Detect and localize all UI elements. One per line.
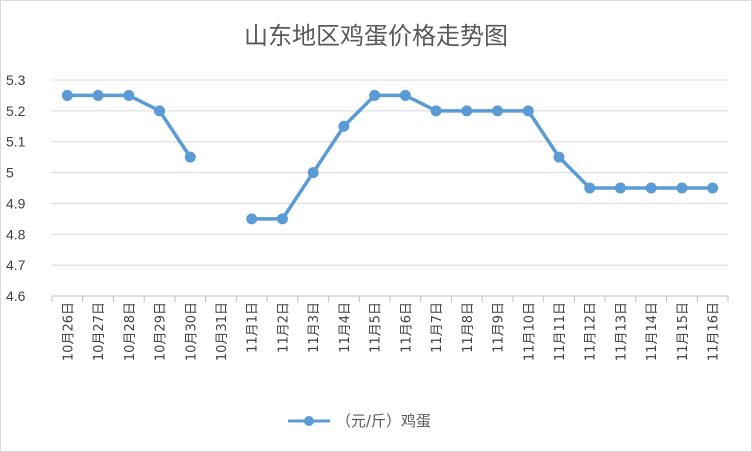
y-tick-label: 5.1 [6,134,26,150]
x-tick-label: 10月29日 [154,302,169,361]
y-tick-label: 4.6 [6,288,26,304]
data-point [645,182,657,194]
x-tick-label: 11月9日 [492,302,507,353]
data-point [707,182,719,194]
x-tick-label: 11月1日 [246,302,261,353]
data-point [338,120,350,132]
y-tick-label: 4.8 [6,226,26,242]
x-tick-label: 10月27日 [92,302,107,361]
x-tick-label: 11月11日 [553,302,568,361]
y-tick-label: 4.9 [6,195,26,211]
data-point [430,105,442,117]
x-tick-label: 11月7日 [430,302,445,353]
x-tick-label: 11月12日 [584,302,599,361]
x-tick-label: 10月28日 [123,302,138,361]
legend-label: （元/斤）鸡蛋 [336,412,431,430]
data-point [461,105,473,117]
data-point [584,182,596,194]
series-line [249,93,715,221]
x-axis-tick-labels: 10月26日 10月27日 10月28日 10月29日 10月30日 10月31日 11月1… [61,302,721,361]
x-tick-label: 11月10日 [522,302,537,361]
data-point [276,213,288,225]
x-tick-label: 10月30日 [184,302,199,361]
x-tick-label: 11月2日 [276,302,291,353]
data-point [614,182,626,194]
x-tick-label: 11月13日 [614,302,629,361]
data-point [676,182,688,194]
data-point [492,105,504,117]
series-line [65,93,193,159]
data-point [307,167,319,179]
x-axis-tick-marks [51,296,729,302]
y-tick-label: 5.2 [6,103,26,119]
data-point [61,89,73,101]
x-tick-label: 11月16日 [707,302,722,361]
x-tick-label: 11月14日 [645,302,660,361]
x-tick-label: 11月5日 [369,302,384,353]
series-layer [61,89,719,225]
data-point [246,213,258,225]
x-tick-label: 10月31日 [215,302,230,361]
x-tick-label: 10月26日 [61,302,76,361]
chart-title: 山东地区鸡蛋价格走势图 [244,22,508,50]
y-axis-tick-labels: 4.6 4.7 4.8 4.9 5 5.1 5.2 5.3 [6,72,26,304]
y-tick-label: 4.7 [6,257,26,273]
x-tick-label: 11月8日 [461,302,476,353]
x-tick-label: 11月6日 [399,302,414,353]
y-tick-label: 5.3 [6,72,26,88]
x-tick-label: 11月3日 [307,302,322,353]
x-tick-label: 11月4日 [338,302,353,353]
data-point [553,151,565,163]
data-point [184,151,196,163]
data-point [123,89,135,101]
data-point [92,89,104,101]
legend-marker-swatch [304,416,314,426]
data-point [399,89,411,101]
data-point [369,89,381,101]
gridlines [52,79,728,297]
data-point [154,105,166,117]
y-tick-label: 5 [6,165,14,181]
legend: （元/斤）鸡蛋 [288,412,431,430]
data-point [522,105,534,117]
x-tick-label: 11月15日 [676,302,691,361]
